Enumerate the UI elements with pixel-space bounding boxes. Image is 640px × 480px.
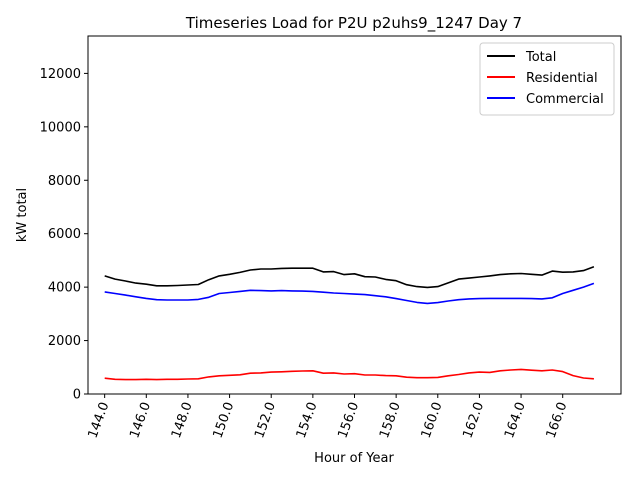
x-tick-label: 152.0	[252, 400, 279, 440]
series-line-commercial	[104, 282, 595, 305]
y-tick-label: 10000	[40, 120, 81, 135]
y-axis-ticks: 0 2000 4000 6000 8000 10000 12000	[40, 67, 88, 403]
y-tick-label: 6000	[48, 227, 81, 242]
legend: Total Residential Commercial	[479, 42, 615, 116]
y-tick-label: 12000	[40, 67, 81, 82]
x-axis-title: Hour of Year	[314, 451, 394, 466]
legend-label-commercial: Commercial	[526, 92, 604, 107]
x-tick-label: 156.0	[335, 400, 362, 440]
y-tick-label: 4000	[48, 281, 81, 296]
y-tick-label: 2000	[48, 334, 81, 349]
x-tick-label: 146.0	[127, 400, 154, 440]
legend-label-residential: Residential	[526, 71, 598, 86]
y-tick-label: 0	[73, 388, 81, 403]
x-tick-label: 162.0	[460, 400, 487, 440]
x-tick-label: 150.0	[211, 400, 238, 440]
legend-label-total: Total	[525, 50, 556, 65]
x-axis-ticks: 144.0 146.0 148.0 150.0 152.0 154.0 156.0 158.0…	[86, 394, 571, 440]
x-tick-label: 166.0	[544, 400, 571, 440]
x-tick-label: 154.0	[294, 400, 321, 440]
x-tick-label: 160.0	[419, 400, 446, 440]
x-tick-label: 158.0	[377, 400, 404, 440]
x-tick-label: 164.0	[502, 400, 529, 440]
y-axis-title: kW total	[15, 188, 30, 242]
x-tick-label: 144.0	[86, 400, 113, 440]
series-line-residential	[104, 368, 594, 381]
x-tick-label: 148.0	[169, 400, 196, 440]
y-tick-label: 8000	[48, 174, 81, 189]
plot-lines	[104, 266, 595, 381]
series-line-total	[104, 266, 595, 289]
chart-title: Timeseries Load for P2U p2uhs9_1247 Day …	[185, 14, 522, 33]
